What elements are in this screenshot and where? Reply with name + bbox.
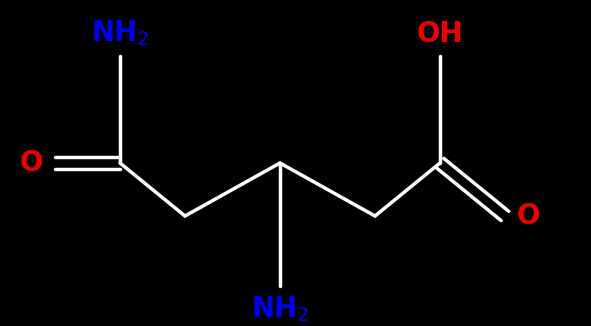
Text: O: O (20, 149, 43, 177)
Text: O: O (517, 202, 541, 230)
Text: NH$_2$: NH$_2$ (91, 18, 149, 48)
Text: OH: OH (417, 20, 463, 48)
Text: NH$_2$: NH$_2$ (251, 294, 309, 324)
